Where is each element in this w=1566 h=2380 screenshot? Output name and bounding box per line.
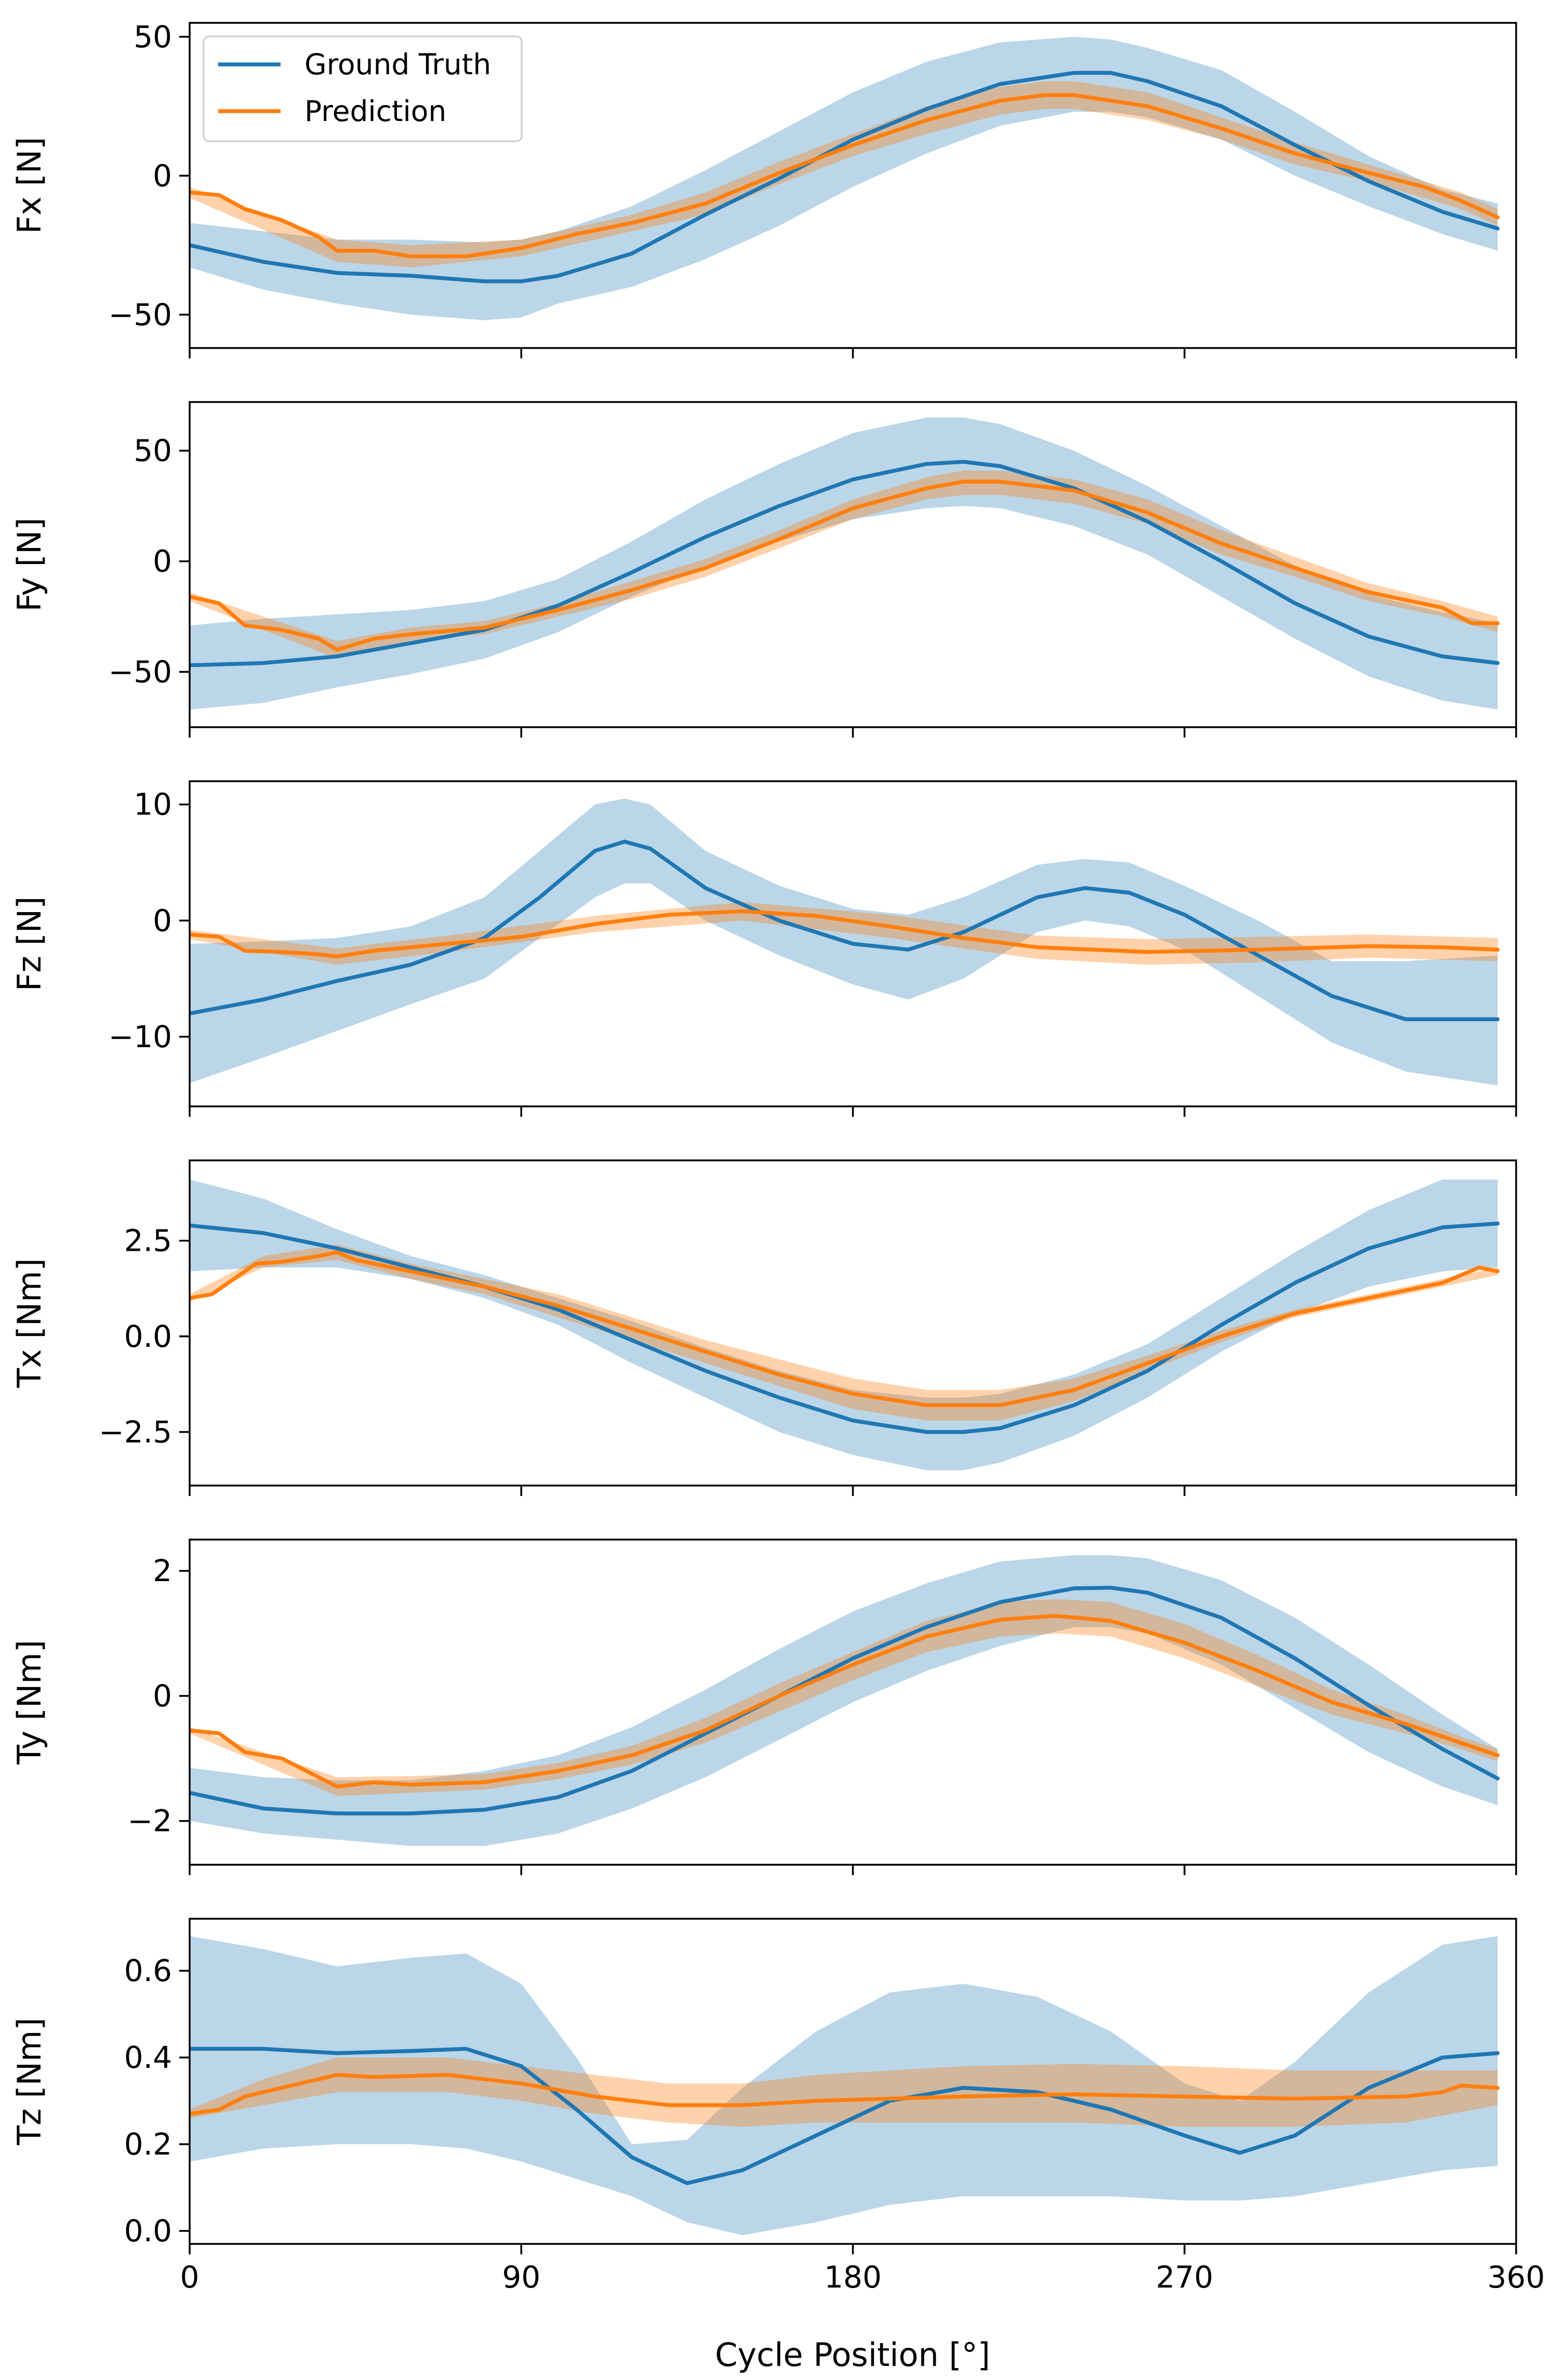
y-tick-label: 0.0 xyxy=(124,1319,172,1354)
y-axis-label: Tz [Nm] xyxy=(10,2017,48,2145)
y-tick-label: 0.4 xyxy=(124,2040,172,2075)
y-tick-label: 0 xyxy=(153,158,172,193)
y-tick-label: −10 xyxy=(109,1019,172,1054)
subplot-5: 2 0 −2 Ty [Nm] xyxy=(10,1539,1517,1875)
prediction-line xyxy=(190,479,1500,652)
prediction-band xyxy=(190,1599,1498,1796)
ground_truth-band xyxy=(190,1179,1498,1470)
prediction-band xyxy=(190,81,1498,268)
ground_truth-line xyxy=(190,1585,1500,1816)
prediction-band xyxy=(190,1245,1498,1421)
legend-label: Prediction xyxy=(304,95,446,128)
legend-box xyxy=(203,35,523,142)
x-tick-label: 180 xyxy=(824,2259,882,2295)
prediction-band xyxy=(190,2057,1498,2127)
y-tick-label: 0 xyxy=(153,544,172,579)
prediction-line xyxy=(190,1250,1500,1408)
legend-entry: Ground Truth xyxy=(218,48,491,81)
ground_truth-line xyxy=(190,71,1500,284)
plot-area xyxy=(190,1936,1500,2236)
prediction-band xyxy=(190,471,1498,659)
y-tick-label: 0.0 xyxy=(124,2213,172,2249)
ground_truth-band xyxy=(190,417,1498,710)
ground_truth-line xyxy=(190,460,1500,667)
legend-label: Ground Truth xyxy=(304,48,491,81)
ground_truth-line xyxy=(190,1221,1500,1434)
y-axis-label: Tx [Nm] xyxy=(10,1258,48,1388)
ground_truth-band xyxy=(190,1555,1498,1846)
y-tick-label: −50 xyxy=(109,297,172,332)
y-tick-label: 0.6 xyxy=(124,1953,172,1988)
prediction-line xyxy=(190,93,1500,259)
legend: Ground Truth Prediction xyxy=(203,35,523,142)
legend-entry: Prediction xyxy=(218,95,446,128)
y-tick-label: 0 xyxy=(153,1678,172,1714)
y-axis-label: Fy [N] xyxy=(10,517,48,611)
x-axis-label: Cycle Position [°] xyxy=(715,2336,990,2374)
subplot-2: 50 0 −50 Fy [N] xyxy=(10,401,1517,738)
y-tick-label: 0.2 xyxy=(124,2127,172,2162)
y-axis-label: Fx [N] xyxy=(10,137,48,234)
y-axis-label: Fz [N] xyxy=(10,897,48,992)
y-tick-label: 50 xyxy=(134,433,172,469)
y-tick-label: −50 xyxy=(109,654,172,690)
y-tick-label: 10 xyxy=(134,787,172,822)
y-tick-label: −2.5 xyxy=(99,1414,172,1450)
y-tick-label: 2.5 xyxy=(124,1223,172,1259)
subplot-3: 10 0 −10 Fz [N] xyxy=(10,780,1517,1117)
subplot-1: 50 0 −50 Fx [N] Ground Truth Prediction xyxy=(10,19,1517,358)
ground_truth-band xyxy=(190,1936,1498,2236)
y-tick-label: −2 xyxy=(128,1803,172,1839)
x-tick-label: 360 xyxy=(1488,2259,1545,2295)
x-tick-label: 270 xyxy=(1156,2259,1213,2295)
prediction-line xyxy=(190,1614,1500,1789)
x-tick-label: 90 xyxy=(502,2259,540,2295)
subplot-6: 0.6 0.4 0.2 0.00 90 180 270 360 Tz [Nm] xyxy=(10,1918,1545,2295)
prediction-band xyxy=(190,902,1498,965)
y-tick-label: 0 xyxy=(153,903,172,938)
ground_truth-line xyxy=(190,2047,1500,2185)
y-axis-label: Ty [Nm] xyxy=(10,1640,48,1765)
plot-area xyxy=(190,1555,1500,1846)
plot-area xyxy=(190,1179,1500,1470)
prediction-line xyxy=(190,2073,1500,2116)
prediction-line xyxy=(190,909,1500,959)
plot-area xyxy=(190,417,1500,710)
plot-area xyxy=(190,36,1500,320)
y-tick-label: 50 xyxy=(134,19,172,55)
plot-area xyxy=(190,798,1500,1086)
y-tick-label: 2 xyxy=(153,1553,172,1588)
x-tick-label: 0 xyxy=(180,2259,200,2295)
ground_truth-line xyxy=(190,839,1500,1022)
subplot-4: 2.5 0.0 −2.5 Tx [Nm] xyxy=(10,1159,1517,1496)
subplot-stack: 50 0 −50 Fx [N] Ground Truth Prediction 50 0 −50… xyxy=(10,19,1545,2295)
